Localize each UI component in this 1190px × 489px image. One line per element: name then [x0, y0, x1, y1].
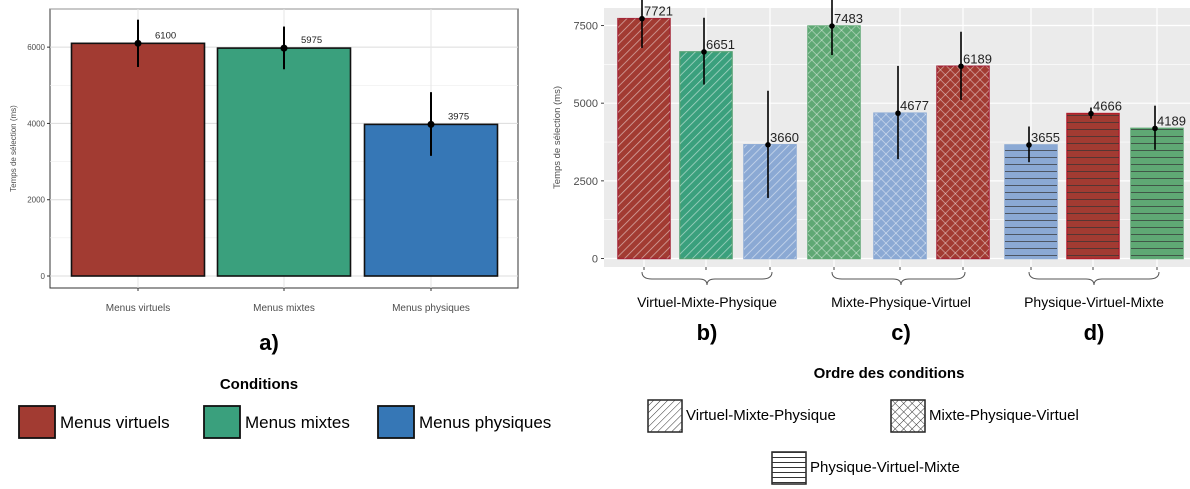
chart-a: 0 2000 4000 6000 Temps de sélection (ms) 6100…	[9, 8, 551, 439]
mean-point	[639, 15, 645, 22]
bar-pattern	[680, 51, 732, 259]
value-label: 4666	[1093, 99, 1122, 114]
bar-pattern	[744, 144, 796, 259]
mean-point	[829, 23, 835, 29]
value-label: 4677	[900, 98, 929, 113]
legend-label: Menus physiques	[419, 413, 551, 432]
mean-point	[280, 44, 288, 52]
y-tick-label: 7500	[574, 21, 598, 33]
bar-pattern	[1067, 113, 1119, 259]
y-tick-label: 6000	[27, 43, 45, 52]
value-label: 7483	[834, 11, 863, 26]
y-tick-label: 0	[592, 254, 598, 266]
y-tick-label: 2000	[27, 196, 45, 205]
y-axis-label: Temps de sélection (ms)	[9, 105, 18, 192]
group-label: Mixte-Physique-Virtuel	[831, 294, 971, 310]
value-label: 5975	[301, 35, 322, 46]
value-label: 3975	[448, 111, 469, 122]
group-label: Physique-Virtuel-Mixte	[1024, 294, 1164, 310]
y-tick-label: 5000	[574, 98, 598, 110]
value-label: 6189	[963, 51, 992, 66]
x-tick-label: Menus virtuels	[106, 303, 170, 314]
legend-label: Physique-Virtuel-Mixte	[810, 459, 960, 476]
value-label: 3655	[1031, 130, 1060, 145]
value-label: 3660	[770, 130, 799, 145]
legend-swatch-pattern	[772, 452, 806, 484]
panel-label: c)	[891, 320, 911, 345]
bar-menus-mixtes	[216, 47, 352, 277]
value-label: 4189	[1157, 113, 1186, 128]
bar-pattern	[618, 18, 670, 259]
legend-swatch-pattern	[648, 400, 682, 432]
mean-point	[765, 142, 771, 148]
value-label: 6100	[155, 30, 176, 41]
mean-point	[895, 110, 901, 117]
legend-label: Virtuel-Mixte-Physique	[686, 407, 836, 424]
legend-swatch	[377, 405, 415, 439]
mean-point	[958, 63, 964, 70]
mean-point	[1152, 125, 1158, 132]
legend-label: Mixte-Physique-Virtuel	[929, 407, 1079, 424]
bar-menus-virtuels	[70, 42, 206, 277]
x-tick-label: Menus mixtes	[253, 303, 315, 314]
legend-title: Ordre des conditions	[814, 365, 965, 382]
bar-pattern	[1005, 144, 1057, 259]
panel-label: d)	[1084, 320, 1105, 345]
chart-bcd: 0 2500 5000 7500 Temps de sélection (ms) 7721…	[552, 0, 1190, 485]
value-label: 7721	[644, 4, 673, 19]
bar-pattern	[874, 113, 926, 259]
mean-point	[701, 49, 707, 55]
legend-swatch	[203, 405, 241, 439]
legend-title: Conditions	[220, 376, 298, 393]
mean-point	[134, 39, 142, 47]
bar-pattern	[808, 26, 860, 259]
value-label: 6651	[706, 37, 735, 52]
y-tick-label: 0	[41, 272, 46, 281]
y-axis-label: Temps de sélection (ms)	[552, 86, 563, 189]
y-tick-label: 2500	[574, 176, 598, 188]
group-label: Virtuel-Mixte-Physique	[637, 294, 777, 310]
group-brace	[831, 271, 966, 286]
y-tick-label: 4000	[27, 119, 45, 128]
legend-label: Menus virtuels	[60, 413, 170, 432]
group-brace	[1028, 271, 1160, 286]
panel-label-a: a)	[259, 330, 279, 355]
legend-swatch	[18, 405, 56, 439]
panel-label: b)	[697, 320, 718, 345]
mean-point	[427, 120, 435, 128]
mean-point	[1088, 110, 1094, 117]
mean-point	[1026, 142, 1032, 148]
legend-swatch-pattern	[891, 400, 925, 432]
x-tick-label: Menus physiques	[392, 303, 470, 314]
legend-label: Menus mixtes	[245, 413, 350, 432]
bar-pattern	[1131, 128, 1183, 259]
bar-pattern	[937, 66, 989, 259]
group-brace	[641, 271, 773, 286]
